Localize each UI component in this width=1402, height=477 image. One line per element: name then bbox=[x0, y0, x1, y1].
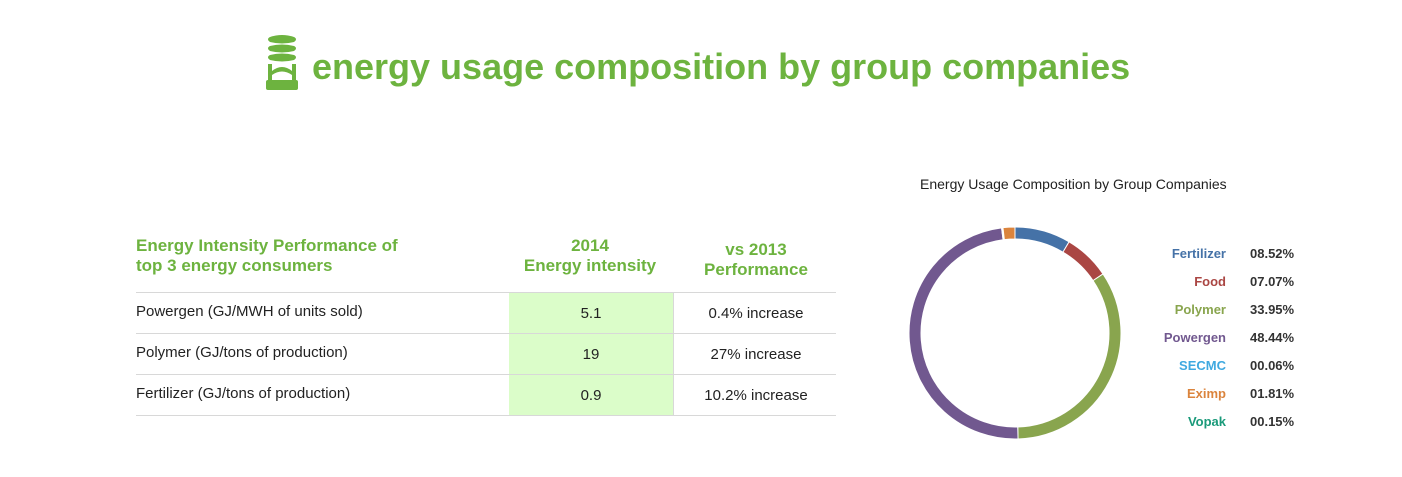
legend-item-powergen: Powergen 48.44% bbox=[1140, 328, 1310, 356]
header-intensity: 2014 Energy intensity bbox=[508, 236, 672, 276]
header-consumers-line2: top 3 energy consumers bbox=[136, 256, 333, 275]
row-name: Powergen (GJ/MWH of units sold) bbox=[136, 303, 363, 320]
header-intensity-line1: 2014 bbox=[571, 236, 609, 255]
row-intensity: 19 bbox=[509, 334, 673, 374]
header-performance-line1: vs 2013 bbox=[725, 240, 787, 259]
legend-value: 00.15% bbox=[1250, 414, 1295, 429]
header-consumers: Energy Intensity Performance of top 3 en… bbox=[136, 236, 466, 276]
row-performance: 0.4% increase bbox=[673, 293, 838, 333]
page-title: energy usage composition by group compan… bbox=[312, 46, 1131, 87]
legend-label: Food bbox=[1194, 274, 1226, 289]
chart-legend: Fertilizer 08.52% Food 07.07% Polymer 33.95% P… bbox=[1140, 244, 1310, 440]
legend-item-secmc: SECMC 00.06% bbox=[1140, 356, 1310, 384]
row-performance: 10.2% increase bbox=[673, 375, 838, 415]
header-performance: vs 2013 Performance bbox=[674, 240, 838, 280]
intensity-table: Energy Intensity Performance of top 3 en… bbox=[136, 232, 836, 416]
header: energy usage composition by group compan… bbox=[262, 28, 1130, 96]
legend-label: Eximp bbox=[1186, 386, 1226, 401]
row-name: Polymer (GJ/tons of production) bbox=[136, 344, 348, 361]
row-intensity: 5.1 bbox=[509, 293, 673, 333]
header-performance-line2: Performance bbox=[704, 260, 808, 279]
row-intensity: 0.9 bbox=[509, 375, 673, 415]
table-header: Energy Intensity Performance of top 3 en… bbox=[136, 232, 836, 292]
header-intensity-line2: Energy intensity bbox=[523, 256, 657, 275]
chart-title: Energy Usage Composition by Group Compan… bbox=[920, 176, 1227, 192]
legend-label: Polymer bbox=[1174, 302, 1226, 317]
header-consumers-line1: Energy Intensity Performance of bbox=[136, 236, 398, 255]
donut-slice-powergen bbox=[908, 227, 1019, 440]
donut-slice-food bbox=[1062, 241, 1104, 282]
legend-value: 07.07% bbox=[1250, 274, 1295, 289]
table-row: Fertilizer (GJ/tons of production) 0.9 1… bbox=[136, 374, 836, 416]
legend-item-fertilizer: Fertilizer 08.52% bbox=[1140, 244, 1310, 272]
legend-value: 33.95% bbox=[1250, 302, 1295, 317]
lightbulb-icon bbox=[266, 35, 298, 90]
legend-value: 08.52% bbox=[1250, 246, 1295, 261]
table-row: Polymer (GJ/tons of production) 19 27% i… bbox=[136, 333, 836, 374]
legend-value: 00.06% bbox=[1250, 358, 1295, 373]
row-performance: 27% increase bbox=[673, 334, 838, 374]
legend-label: Vopak bbox=[1187, 414, 1226, 429]
legend-label: SECMC bbox=[1179, 358, 1226, 373]
legend-label: Fertilizer bbox=[1171, 246, 1226, 261]
donut-slice-eximp bbox=[1002, 226, 1016, 241]
donut-chart bbox=[908, 226, 1122, 440]
legend-item-vopak: Vopak 00.15% bbox=[1140, 412, 1310, 440]
legend-item-eximp: Eximp 01.81% bbox=[1140, 384, 1310, 412]
legend-item-polymer: Polymer 33.95% bbox=[1140, 300, 1310, 328]
legend-item-food: Food 07.07% bbox=[1140, 272, 1310, 300]
table-row: Powergen (GJ/MWH of units sold) 5.1 0.4%… bbox=[136, 292, 836, 333]
legend-label: Powergen bbox=[1163, 330, 1226, 345]
row-name: Fertilizer (GJ/tons of production) bbox=[136, 385, 351, 402]
legend-value: 01.81% bbox=[1250, 386, 1295, 401]
donut-slice-polymer bbox=[1017, 273, 1122, 440]
legend-value: 48.44% bbox=[1250, 330, 1295, 345]
donut-slice-fertilizer bbox=[1014, 226, 1070, 253]
